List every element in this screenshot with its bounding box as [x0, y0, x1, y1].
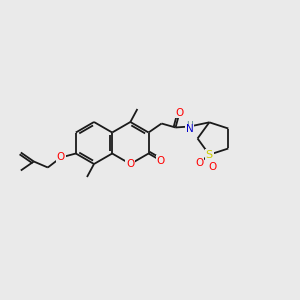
Text: O: O — [126, 159, 134, 169]
Text: O: O — [176, 107, 184, 118]
Text: O: O — [208, 162, 217, 172]
Text: O: O — [195, 158, 203, 168]
Text: N: N — [186, 124, 194, 134]
Text: S: S — [206, 150, 213, 160]
Text: O: O — [57, 152, 65, 163]
Text: H: H — [186, 121, 193, 130]
Text: O: O — [157, 155, 165, 166]
